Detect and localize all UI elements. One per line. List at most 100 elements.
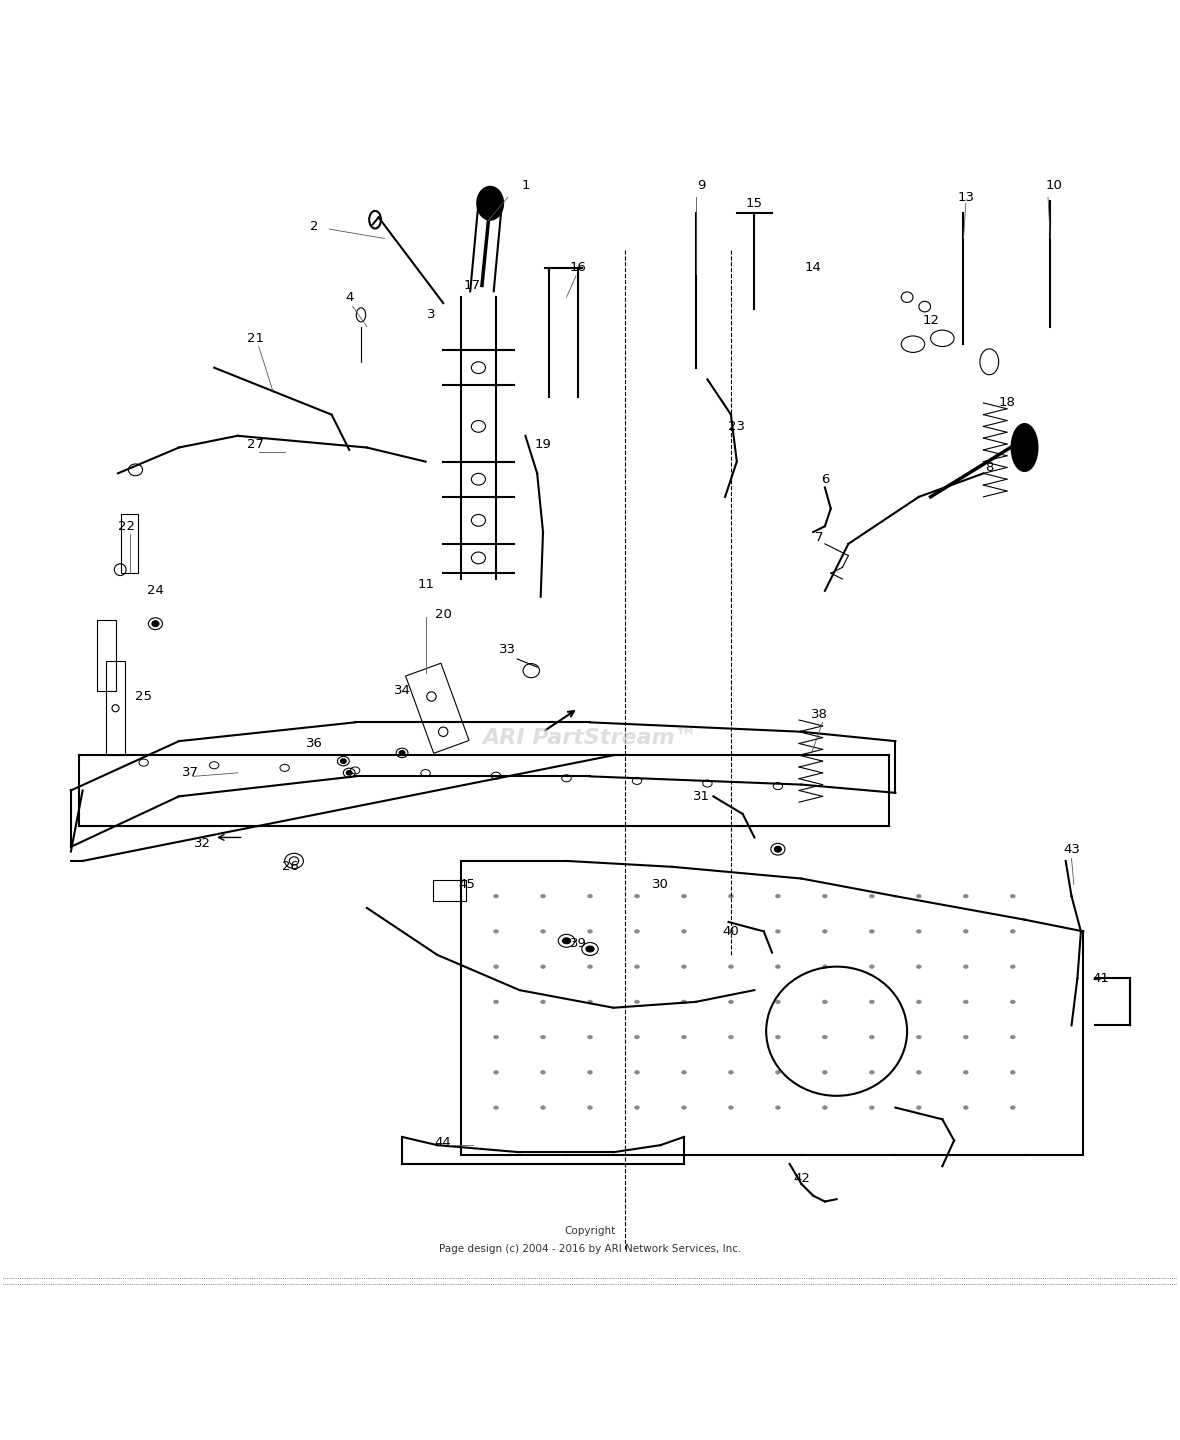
Ellipse shape xyxy=(588,1106,592,1109)
Ellipse shape xyxy=(822,1001,827,1004)
Ellipse shape xyxy=(1010,1106,1015,1109)
Ellipse shape xyxy=(540,965,545,968)
Ellipse shape xyxy=(964,930,968,933)
Ellipse shape xyxy=(964,965,968,968)
Ellipse shape xyxy=(1010,1070,1015,1074)
Ellipse shape xyxy=(775,1035,780,1038)
Text: 37: 37 xyxy=(182,766,199,779)
Text: 34: 34 xyxy=(394,684,411,697)
Ellipse shape xyxy=(728,1001,733,1004)
Text: 31: 31 xyxy=(693,789,710,804)
Ellipse shape xyxy=(493,1106,498,1109)
Text: 33: 33 xyxy=(499,644,517,657)
Ellipse shape xyxy=(635,1035,640,1038)
Ellipse shape xyxy=(870,930,874,933)
Ellipse shape xyxy=(635,894,640,899)
Ellipse shape xyxy=(635,965,640,968)
Ellipse shape xyxy=(1010,1001,1015,1004)
Ellipse shape xyxy=(964,1106,968,1109)
Ellipse shape xyxy=(493,930,498,933)
Ellipse shape xyxy=(682,965,687,968)
Ellipse shape xyxy=(870,1001,874,1004)
Text: 24: 24 xyxy=(148,585,164,598)
Ellipse shape xyxy=(917,1106,922,1109)
Ellipse shape xyxy=(635,1001,640,1004)
Ellipse shape xyxy=(635,1070,640,1074)
Ellipse shape xyxy=(346,770,352,775)
Text: 18: 18 xyxy=(998,396,1015,409)
Ellipse shape xyxy=(540,1035,545,1038)
Text: 38: 38 xyxy=(811,707,827,720)
Text: Page design (c) 2004 - 2016 by ARI Network Services, Inc.: Page design (c) 2004 - 2016 by ARI Netwo… xyxy=(439,1244,741,1253)
Ellipse shape xyxy=(540,1106,545,1109)
Ellipse shape xyxy=(964,1001,968,1004)
Ellipse shape xyxy=(563,937,571,943)
Text: 20: 20 xyxy=(434,608,452,621)
Ellipse shape xyxy=(493,1035,498,1038)
Text: 42: 42 xyxy=(793,1172,809,1185)
Text: 8: 8 xyxy=(985,461,994,474)
Bar xyxy=(106,661,125,755)
Ellipse shape xyxy=(588,1001,592,1004)
Ellipse shape xyxy=(870,1106,874,1109)
Ellipse shape xyxy=(399,750,405,755)
Text: 11: 11 xyxy=(417,579,434,592)
Ellipse shape xyxy=(917,965,922,968)
Ellipse shape xyxy=(822,965,827,968)
Ellipse shape xyxy=(822,894,827,899)
Text: 43: 43 xyxy=(1063,842,1080,855)
Ellipse shape xyxy=(822,1035,827,1038)
Ellipse shape xyxy=(964,894,968,899)
Text: 19: 19 xyxy=(535,438,551,451)
Ellipse shape xyxy=(728,965,733,968)
Text: 26: 26 xyxy=(282,860,299,873)
Text: 1: 1 xyxy=(522,179,530,192)
Ellipse shape xyxy=(682,930,687,933)
Ellipse shape xyxy=(635,1106,640,1109)
Ellipse shape xyxy=(682,894,687,899)
Text: 30: 30 xyxy=(653,878,669,891)
Text: 17: 17 xyxy=(464,279,481,292)
Ellipse shape xyxy=(540,930,545,933)
Ellipse shape xyxy=(1010,965,1015,968)
Ellipse shape xyxy=(917,894,922,899)
Ellipse shape xyxy=(477,187,503,220)
Ellipse shape xyxy=(586,946,594,952)
Ellipse shape xyxy=(822,930,827,933)
Text: 15: 15 xyxy=(746,197,763,210)
Ellipse shape xyxy=(870,1070,874,1074)
Ellipse shape xyxy=(728,1035,733,1038)
Ellipse shape xyxy=(682,1001,687,1004)
Text: 41: 41 xyxy=(1093,972,1109,985)
Ellipse shape xyxy=(152,621,159,626)
Text: 16: 16 xyxy=(570,261,586,275)
Ellipse shape xyxy=(774,847,781,852)
Ellipse shape xyxy=(775,894,780,899)
Ellipse shape xyxy=(775,930,780,933)
Bar xyxy=(433,880,465,901)
Ellipse shape xyxy=(775,965,780,968)
Ellipse shape xyxy=(870,965,874,968)
Ellipse shape xyxy=(917,1035,922,1038)
Bar xyxy=(122,514,138,573)
Ellipse shape xyxy=(635,930,640,933)
Ellipse shape xyxy=(1010,1035,1015,1038)
Text: 27: 27 xyxy=(247,438,264,451)
Ellipse shape xyxy=(870,894,874,899)
Ellipse shape xyxy=(540,894,545,899)
Bar xyxy=(97,621,116,691)
Text: 22: 22 xyxy=(118,520,135,533)
Text: ARI PartStream™: ARI PartStream™ xyxy=(483,727,697,747)
Ellipse shape xyxy=(540,1070,545,1074)
Text: 3: 3 xyxy=(427,308,435,321)
Ellipse shape xyxy=(588,1070,592,1074)
Bar xyxy=(406,664,468,753)
Text: Copyright: Copyright xyxy=(564,1225,616,1236)
Ellipse shape xyxy=(588,894,592,899)
Ellipse shape xyxy=(964,1035,968,1038)
Text: 13: 13 xyxy=(957,192,975,204)
Text: 21: 21 xyxy=(247,331,264,344)
Ellipse shape xyxy=(341,759,346,763)
Ellipse shape xyxy=(540,1001,545,1004)
Text: 10: 10 xyxy=(1045,179,1062,192)
